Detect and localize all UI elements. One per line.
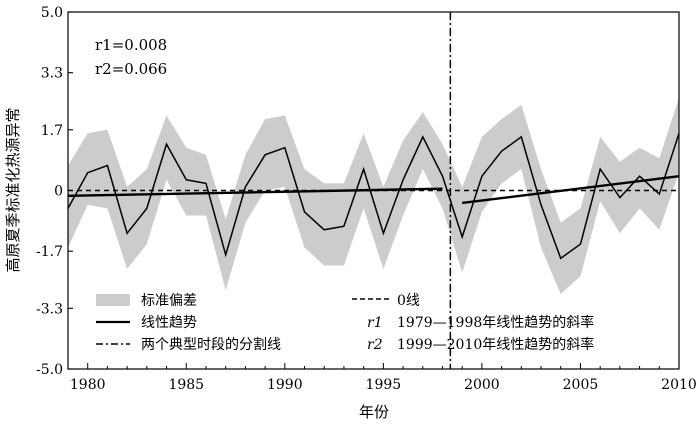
legend-std-swatch [96, 294, 130, 306]
y-axis: 5.0 3.3 1.7 0 -1.7 -3.3 -5.0 [36, 5, 73, 378]
plot-layer [67, 12, 680, 369]
r2-annotation: r2=0.066 [95, 60, 167, 78]
y-tick-label: -3.3 [36, 301, 63, 317]
x-tick-label: 1980 [70, 377, 106, 393]
x-tick-label: 1990 [267, 377, 303, 393]
x-tick-label: 1985 [168, 377, 204, 393]
y-tick-label: -1.7 [36, 244, 63, 260]
std-band [68, 97, 679, 294]
legend-r2-desc: 1999—2010年线性趋势的斜率 [397, 336, 594, 353]
series-line [67, 133, 680, 260]
x-tick-label: 2000 [464, 377, 500, 393]
y-tick-label: -5.0 [36, 362, 63, 378]
legend-zero-label: 0线 [397, 293, 420, 309]
legend-r1-desc: 1979—1998年线性趋势的斜率 [397, 314, 594, 331]
std-band-layer [68, 97, 679, 294]
trend-line-1 [67, 187, 443, 198]
y-tick-label: 5.0 [41, 5, 63, 21]
y-tick-label: 1.7 [41, 123, 63, 139]
r1-annotation: r1=0.008 [95, 36, 167, 54]
y-tick-label: 0 [54, 184, 63, 200]
y-axis-label: 高原夏季标准化热源异常 [4, 107, 22, 272]
legend-r2-key: r2 [367, 337, 383, 353]
legend-divider-label: 两个典型时段的分割线 [141, 336, 281, 353]
x-tick-label: 2005 [563, 377, 599, 393]
x-tick-label: 1995 [366, 377, 402, 393]
x-axis-label: 年份 [359, 403, 389, 421]
legend: 标准偏差 线性趋势 两个典型时段的分割线 0线 r1 1979—1998年线性趋… [96, 293, 594, 353]
y-tick-label: 3.3 [41, 66, 63, 82]
x-tick-label: 2010 [661, 377, 697, 393]
trend-line-2 [462, 175, 680, 205]
legend-r1-key: r1 [367, 315, 383, 331]
legend-std-label: 标准偏差 [141, 293, 197, 309]
legend-trend-label: 线性趋势 [141, 315, 197, 331]
x-axis: 1980 1985 1990 1995 2000 2005 2010 [67, 363, 697, 393]
